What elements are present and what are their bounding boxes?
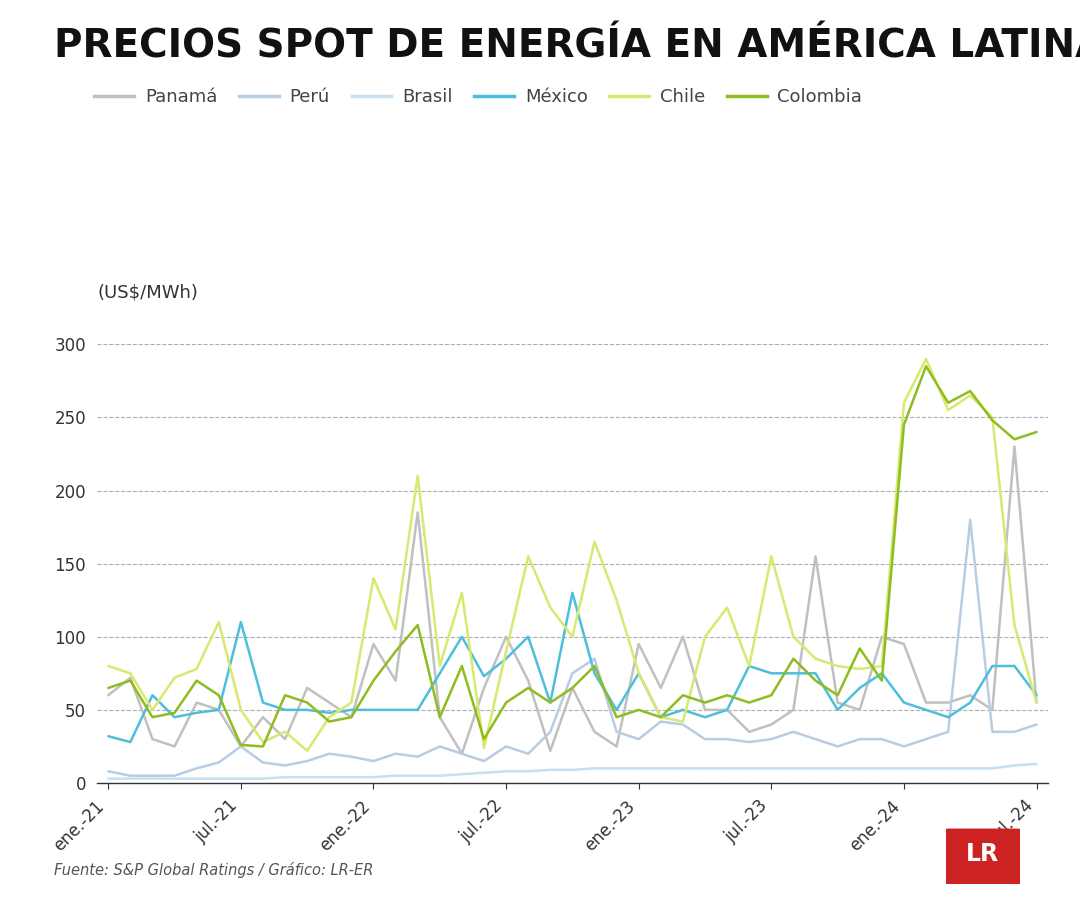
Text: PRECIOS SPOT DE ENERGÍA EN AMÉRICA LATINA: PRECIOS SPOT DE ENERGÍA EN AMÉRICA LATIN… xyxy=(54,27,1080,65)
Text: LR: LR xyxy=(967,842,999,866)
Text: (US$/MWh): (US$/MWh) xyxy=(97,284,198,302)
Text: Fuente: S&P Global Ratings / Gráfico: LR-ER: Fuente: S&P Global Ratings / Gráfico: LR… xyxy=(54,861,374,878)
FancyBboxPatch shape xyxy=(944,829,1022,885)
Legend: Panamá, Perú, Brasil, México, Chile, Colombia: Panamá, Perú, Brasil, México, Chile, Col… xyxy=(87,81,869,113)
